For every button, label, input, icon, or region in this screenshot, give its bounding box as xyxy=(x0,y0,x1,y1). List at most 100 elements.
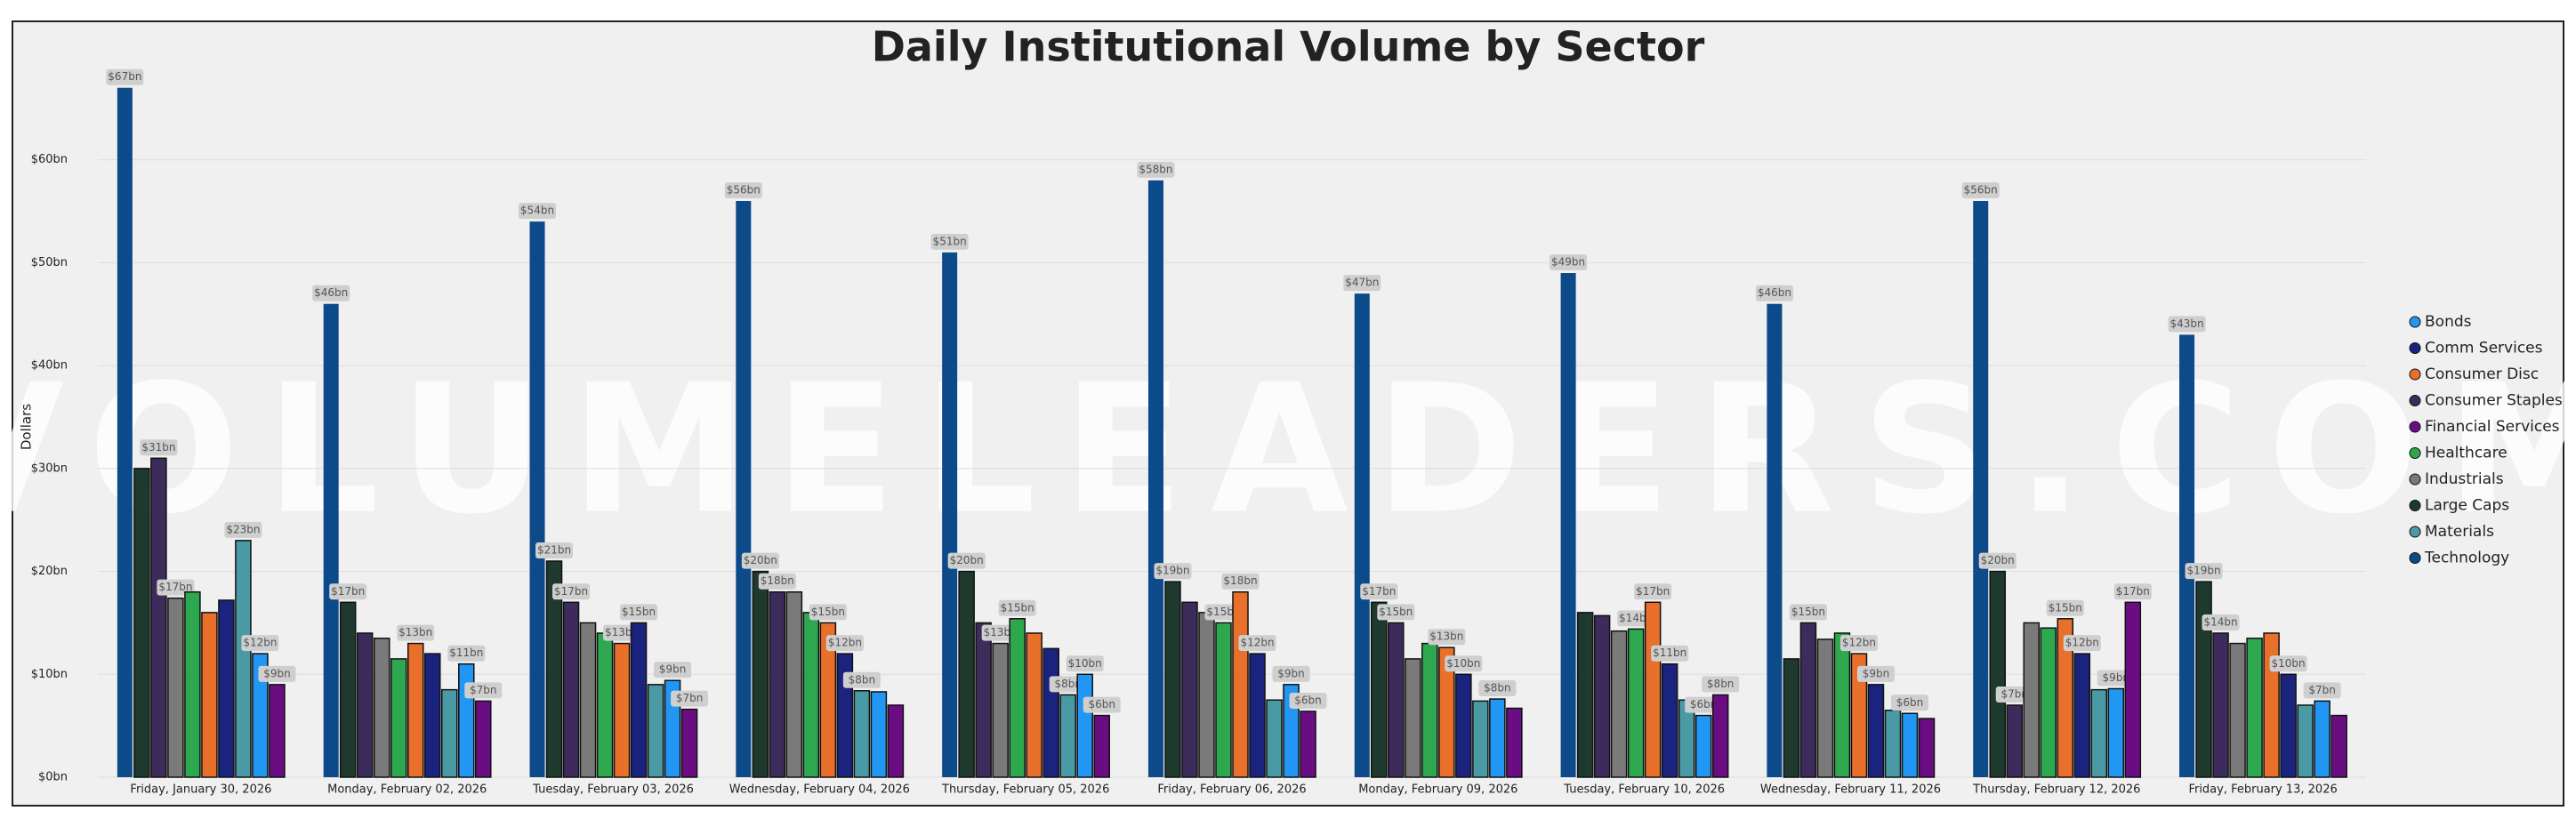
bar xyxy=(1266,699,1283,778)
value-label: $47bn xyxy=(1345,277,1379,289)
bar xyxy=(133,468,150,778)
value-label-bg xyxy=(1083,696,1121,713)
value-label-bg xyxy=(2113,583,2152,600)
value-label-bg xyxy=(1221,573,1260,590)
value-label-bg xyxy=(1238,635,1276,652)
value-label: $14bn xyxy=(1619,612,1653,624)
value-label-bg xyxy=(842,671,881,688)
legend-label: Materials xyxy=(2425,523,2494,541)
bar xyxy=(252,653,269,778)
bar xyxy=(1593,614,1611,778)
bar xyxy=(373,638,390,778)
bar xyxy=(529,221,545,778)
y-tick-label: $20bn xyxy=(31,565,68,578)
bar xyxy=(2330,714,2347,778)
value-label: $17bn xyxy=(1636,585,1670,598)
value-label: $19bn xyxy=(2186,565,2220,577)
y-tick-label: $40bn xyxy=(31,359,68,373)
value-label-bg xyxy=(1289,692,1327,709)
value-label: $58bn xyxy=(1139,163,1172,175)
bar xyxy=(1371,601,1388,778)
value-label-bg xyxy=(1272,665,1310,682)
value-label: $15bn xyxy=(622,606,656,618)
bar xyxy=(218,599,235,778)
bar xyxy=(752,570,769,778)
y-tick-label: $0bn xyxy=(38,771,68,784)
bar xyxy=(2023,622,2041,778)
bar xyxy=(785,590,803,778)
value-label-bg xyxy=(464,682,503,699)
bar xyxy=(1576,612,1594,778)
bar xyxy=(1042,647,1059,778)
value-label: $46bn xyxy=(314,286,348,299)
x-tick-label: Friday, February 13, 2026 xyxy=(2188,783,2337,797)
x-tick-label: Tuesday, February 10, 2026 xyxy=(1563,783,1725,797)
value-label-bg xyxy=(2046,599,2084,616)
legend-marker xyxy=(2409,421,2421,433)
value-label-bg xyxy=(2185,563,2223,580)
bar xyxy=(1489,698,1506,778)
value-label: $9bn xyxy=(1277,667,1305,679)
value-label: $17bn xyxy=(158,581,192,593)
value-label: $15bn xyxy=(1001,601,1034,614)
bar xyxy=(458,662,475,778)
value-label-bg xyxy=(329,583,367,600)
bar xyxy=(1026,632,1042,778)
value-label-bg xyxy=(1961,182,2000,198)
bar xyxy=(201,612,218,778)
bar xyxy=(958,570,975,778)
bar xyxy=(975,622,992,778)
legend-label: Bonds xyxy=(2425,313,2472,331)
value-label: $20bn xyxy=(950,554,984,566)
legend-marker xyxy=(2409,447,2421,459)
value-label: $14bn xyxy=(2203,616,2237,629)
chart-title: Daily Institutional Volume by Sector xyxy=(872,23,1705,71)
value-label-bg xyxy=(1978,552,2017,569)
value-label: $10bn xyxy=(1446,657,1480,670)
y-axis-label: Dollars xyxy=(19,404,35,450)
value-label-bg xyxy=(312,285,350,301)
value-label: $21bn xyxy=(537,544,571,557)
value-label-bg xyxy=(1478,680,1517,697)
bar xyxy=(579,622,597,778)
value-label-bg xyxy=(1428,629,1466,646)
legend-marker xyxy=(2409,368,2421,381)
value-label-bg xyxy=(1702,676,1740,693)
bar xyxy=(647,684,664,778)
bar xyxy=(235,540,252,778)
value-label: $20bn xyxy=(744,554,777,566)
value-label-bg xyxy=(1789,604,1827,621)
x-tick-label: Monday, February 02, 2026 xyxy=(327,783,487,797)
value-label-bg xyxy=(1445,655,1483,672)
value-label: $67bn xyxy=(108,70,141,83)
value-label-bg xyxy=(1755,285,1793,301)
bar xyxy=(1973,201,1989,777)
value-label: $15bn xyxy=(811,606,845,618)
bar xyxy=(596,632,614,778)
bar xyxy=(407,642,424,778)
bar xyxy=(942,252,958,777)
value-label: $7bn xyxy=(2001,688,2029,701)
bar xyxy=(562,601,580,778)
value-label: $7bn xyxy=(676,692,704,704)
value-label-bg xyxy=(241,635,279,652)
bar xyxy=(475,700,492,778)
bar xyxy=(1884,710,1902,778)
value-label: $15bn xyxy=(1379,606,1413,618)
value-label-bg xyxy=(620,604,658,621)
bar xyxy=(1249,653,1266,778)
value-label: $13bn xyxy=(984,626,1018,638)
bar xyxy=(2073,653,2091,778)
value-label: $56bn xyxy=(1964,184,1998,197)
value-label-bg xyxy=(106,68,144,85)
bar xyxy=(1215,622,1232,778)
x-tick-label: Wednesday, February 04, 2026 xyxy=(729,783,910,797)
value-label: $6bn xyxy=(1690,698,1718,711)
value-label: $6bn xyxy=(1896,696,1924,709)
bar xyxy=(1455,673,1472,778)
value-label-bg xyxy=(758,573,796,590)
value-label-bg xyxy=(741,552,779,569)
bar xyxy=(1076,673,1093,778)
bar xyxy=(853,690,871,778)
